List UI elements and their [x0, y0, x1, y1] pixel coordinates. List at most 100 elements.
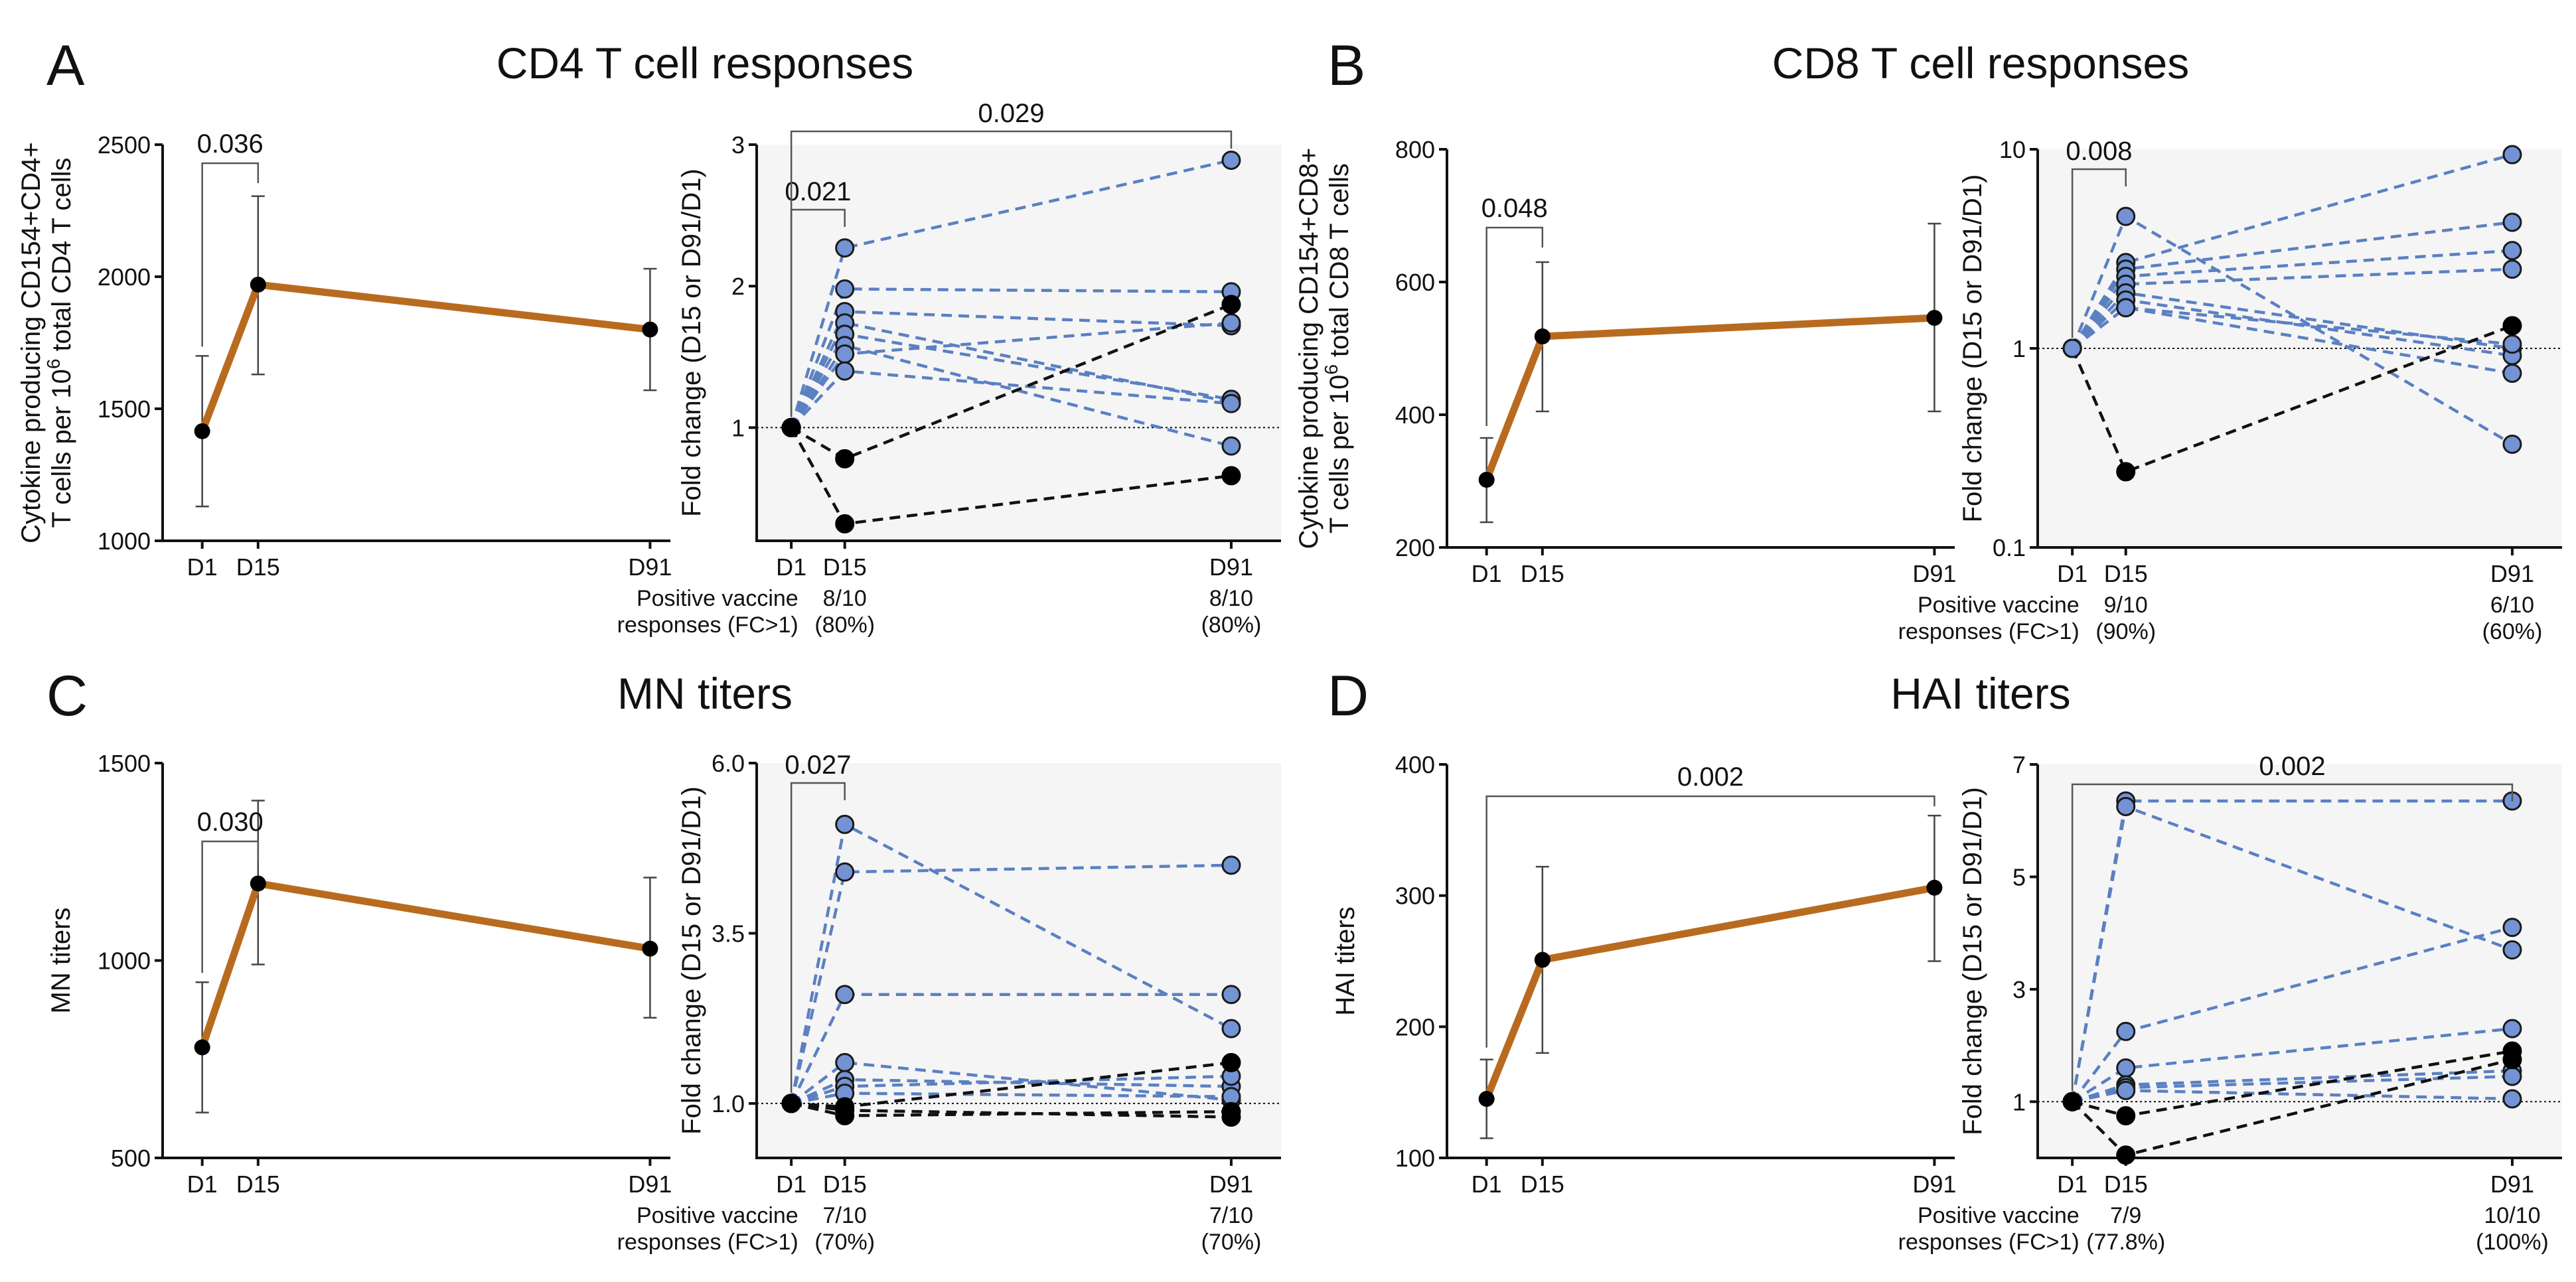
mean-point [1478, 1091, 1495, 1107]
panel-title-d: HAI titers [1890, 669, 2070, 718]
y-tick-label: 800 [1395, 136, 1435, 163]
subject-point [835, 361, 855, 381]
subject-line [789, 863, 1231, 1104]
mean-point [194, 423, 210, 439]
subject-point [1221, 150, 1241, 170]
mean-point [1926, 879, 1943, 896]
mean-point [250, 875, 266, 892]
significance-bracket [1485, 795, 1935, 1048]
subject-point [2502, 1089, 2522, 1109]
x-tick-label: D91 [628, 1171, 672, 1198]
x-tick-label: D91 [2490, 1171, 2534, 1198]
subject-point [2502, 259, 2522, 279]
x-tick-label: D1 [187, 553, 218, 581]
subject-point [835, 1052, 855, 1072]
positive-response-percent: (100%) [2476, 1230, 2549, 1255]
subject-point [835, 514, 855, 534]
significance-bracket [790, 130, 1233, 417]
x-tick-label: D15 [823, 553, 867, 581]
subject-line [790, 321, 1232, 429]
panel-letter-a: A [46, 34, 85, 98]
subject-point [1221, 1102, 1241, 1121]
positive-response-percent: (80%) [814, 612, 875, 638]
y-tick-label: 2000 [98, 263, 151, 291]
p-value-label: 0.027 [785, 750, 851, 780]
subject-point [2502, 363, 2522, 383]
subject-point [2116, 462, 2136, 482]
y-tick-label: 6.0 [712, 750, 745, 777]
subject-point [2502, 316, 2522, 336]
mean-point [642, 321, 658, 338]
subject-point [2502, 434, 2522, 454]
x-tick-label: D91 [2490, 560, 2534, 587]
subject-point [2116, 1105, 2136, 1125]
subject-point [2502, 1066, 2522, 1086]
y-axis-label: MN titers [46, 908, 76, 1014]
y-tick-label: 400 [1395, 401, 1435, 429]
x-tick-label: D15 [1521, 1171, 1564, 1198]
subject-line [790, 344, 1232, 448]
subject-point [835, 344, 855, 364]
x-tick-label: D91 [1912, 560, 1956, 587]
y-tick-label: 300 [1395, 883, 1435, 910]
y-axis-label: Cytokine producing CD154+CD4+ [17, 142, 46, 543]
y-tick-label: 0.1 [1993, 534, 2026, 561]
mean-point [1926, 310, 1943, 326]
p-value-label: 0.002 [2259, 752, 2325, 781]
panel-letter-d: D [1327, 664, 1369, 728]
positive-response-count: 8/10 [823, 586, 867, 611]
subject-point [2116, 206, 2136, 226]
chart-a-mean: 1000 1500 2000 2500 D1 D15 D91 Cytokine produci… [17, 129, 672, 581]
y-tick-label: 2 [731, 273, 745, 300]
p-value-label: 0.036 [197, 129, 264, 159]
panel-headers: A CD4 T cell responses B CD8 T cell resp… [46, 34, 2189, 728]
subject-point [835, 814, 855, 834]
y-axis-label: Fold change (D15 or D91/D1) [677, 169, 706, 517]
y-tick-label: 3.5 [712, 920, 745, 947]
subject-point [2502, 1019, 2522, 1038]
significance-bracket [2071, 168, 2127, 338]
subject-point [1221, 855, 1241, 875]
panel-letter-c: C [46, 664, 88, 728]
subject-line [2071, 153, 2513, 350]
panel-title-b: CD8 T cell responses [1772, 38, 2190, 88]
x-tick-label: D1 [776, 553, 806, 581]
positive-response-percent: (70%) [814, 1230, 875, 1255]
positive-response-label: Positive vaccine [1918, 1203, 2080, 1228]
baseline-point [2062, 338, 2082, 358]
p-value-label: 0.008 [2066, 137, 2132, 166]
subject-point [1221, 1052, 1241, 1072]
subject-point [2116, 298, 2136, 318]
positive-response-percent: (90%) [2095, 619, 2156, 644]
y-tick-label: 600 [1395, 269, 1435, 296]
positive-response-label: Positive vaccine [637, 1203, 798, 1228]
positive-response-count: 7/10 [823, 1203, 867, 1228]
chart-d-mean: 100 200 300 400 D1 D15 D91 HAI titers 0.002 [1331, 751, 1956, 1198]
subject-point [835, 238, 855, 258]
chart-a-fold: 1 2 3 D1 D15 D91 Fold change (D15 or D91/D1) 0.… [617, 99, 1281, 638]
subject-line [790, 1061, 1232, 1105]
panel-title-a: CD4 T cell responses [496, 38, 914, 88]
y-tick-label: 1500 [98, 395, 151, 423]
subject-line [2071, 1027, 2513, 1104]
subject-point [835, 862, 855, 882]
x-tick-label: D15 [1521, 560, 1564, 587]
plot-background [2038, 764, 2562, 1158]
subject-line [789, 159, 1232, 429]
subject-point [1221, 313, 1241, 333]
y-tick-label: 1 [731, 414, 745, 441]
mean-point [250, 276, 266, 293]
x-tick-label: D91 [628, 553, 672, 581]
subject-point [1221, 1019, 1241, 1038]
x-tick-label: D15 [823, 1171, 867, 1198]
y-tick-label: 1500 [98, 750, 151, 777]
subject-line [2071, 306, 2513, 350]
chart-c-fold: 1.0 3.5 6.0 D1 D15 D91 Fold change (D15 or D91… [617, 750, 1281, 1255]
y-tick-label: 3 [2012, 976, 2026, 1003]
y-tick-label: 1000 [98, 528, 151, 555]
subject-point [2116, 1021, 2136, 1041]
subject-point [2502, 212, 2522, 232]
mean-line [1483, 314, 1935, 481]
subject-point [2116, 1145, 2136, 1165]
